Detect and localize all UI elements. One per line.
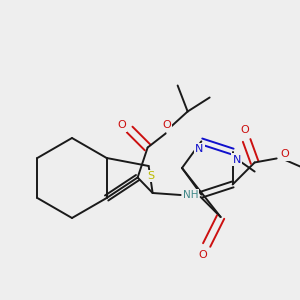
Text: S: S	[147, 171, 154, 181]
Text: O: O	[117, 121, 126, 130]
Text: O: O	[280, 149, 289, 160]
Text: NH: NH	[183, 190, 198, 200]
Text: O: O	[240, 125, 249, 136]
Text: N: N	[232, 154, 241, 164]
Text: N: N	[195, 144, 203, 154]
Text: O: O	[162, 121, 171, 130]
Text: O: O	[198, 250, 207, 260]
